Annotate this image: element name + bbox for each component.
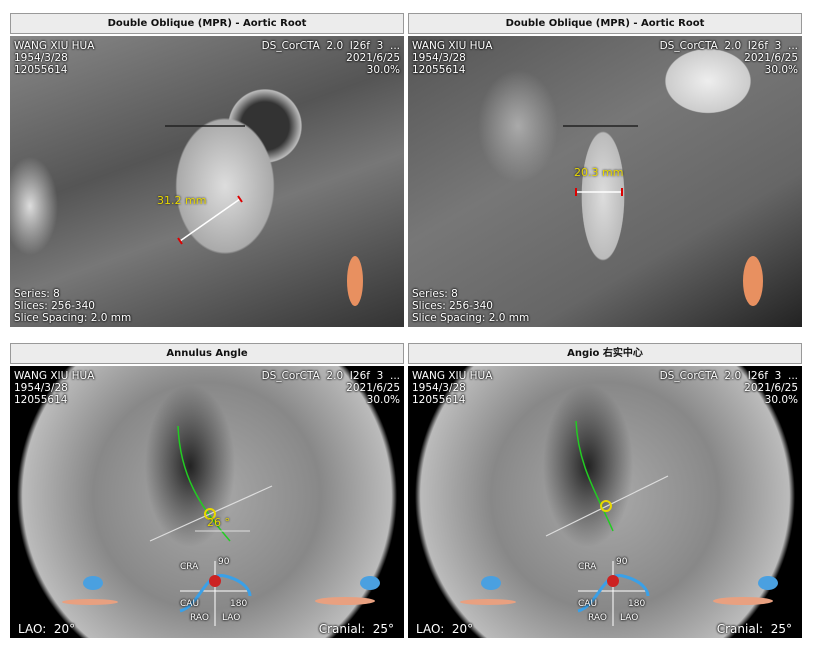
viewport-panel-4[interactable]: Angio 右实中心 CRA 90 180 CAU RAO LAO LAO: 2… xyxy=(408,343,802,638)
viewport-panel-1[interactable]: Double Oblique (MPR) - Aortic Root 31.2 … xyxy=(10,13,404,327)
patient-id: 12055614 xyxy=(412,394,466,406)
patient-dob: 1954/3/28 xyxy=(412,382,466,394)
gauge-lao: LAO xyxy=(620,613,639,623)
series-desc: DS_CorCTA 2.0 I26f 3 ... xyxy=(261,40,400,52)
angle-gauge xyxy=(179,561,252,626)
series-desc: DS_CorCTA 2.0 I26f 3 ... xyxy=(659,40,798,52)
cranial-value: 25° xyxy=(372,622,394,636)
slice-spacing: Slice Spacing: 2.0 mm xyxy=(14,312,132,324)
measurement-label: 20.3 mm xyxy=(574,166,624,179)
zoom-level: 30.0% xyxy=(366,64,400,76)
measurement-label: 31.2 mm xyxy=(157,194,207,207)
panel-title: Double Oblique (MPR) - Aortic Root xyxy=(10,13,404,34)
zoom-level: 30.0% xyxy=(764,64,798,76)
cranial-label: Cranial: xyxy=(318,622,366,636)
series-number: Series: 8 xyxy=(14,288,60,300)
lao-label: LAO: xyxy=(416,622,445,636)
viewport-panel-2[interactable]: Double Oblique (MPR) - Aortic Root 20.3 … xyxy=(408,13,802,327)
patient-id: 12055614 xyxy=(412,64,466,76)
study-date: 2021/6/25 xyxy=(346,52,400,64)
cranial-value: 25° xyxy=(770,622,792,636)
panel-title: Annulus Angle xyxy=(10,343,404,364)
panel-title: Double Oblique (MPR) - Aortic Root xyxy=(408,13,802,34)
patient-name: WANG XIU HUA xyxy=(412,40,493,52)
gauge-cau: CAU xyxy=(578,599,598,609)
gauge-90: 90 xyxy=(218,557,230,567)
series-number: Series: 8 xyxy=(412,288,458,300)
patient-dob: 1954/3/28 xyxy=(14,52,68,64)
slice-range: Slices: 256-340 xyxy=(14,300,95,312)
mpr-image[interactable]: 31.2 mm WANG XIU HUA 1954/3/28 12055614 DS… xyxy=(10,36,404,327)
angle-label: 26 ° xyxy=(207,516,230,529)
study-date: 2021/6/25 xyxy=(744,52,798,64)
angle-gauge xyxy=(577,561,650,626)
patient-id: 12055614 xyxy=(14,394,68,406)
slice-spacing: Slice Spacing: 2.0 mm xyxy=(412,312,530,324)
panel-title: Angio 右实中心 xyxy=(408,343,802,364)
lao-value: 20° xyxy=(53,622,76,636)
lao-label: LAO: xyxy=(18,622,47,636)
mpr-image[interactable]: 20.3 mm WANG XIU HUA 1954/3/28 12055614 DS… xyxy=(408,36,802,327)
patient-dob: 1954/3/28 xyxy=(14,382,68,394)
patient-name: WANG XIU HUA xyxy=(14,370,95,382)
gauge-rao: RAO xyxy=(190,613,209,623)
gauge-180: 180 xyxy=(628,599,646,609)
study-date: 2021/6/25 xyxy=(744,382,798,394)
angio-image[interactable]: CRA 90 180 CAU RAO LAO LAO: 20° Cranial:… xyxy=(408,366,802,638)
slice-range: Slices: 256-340 xyxy=(412,300,493,312)
patient-dob: 1954/3/28 xyxy=(412,52,466,64)
series-desc: DS_CorCTA 2.0 I26f 3 ... xyxy=(261,370,400,382)
gauge-90: 90 xyxy=(616,557,628,567)
viewport-panel-3[interactable]: Annulus Angle 26 ° CRA 90 180 CAU RAO LA… xyxy=(10,343,404,638)
cranial-label: Cranial: xyxy=(716,622,764,636)
study-date: 2021/6/25 xyxy=(346,382,400,394)
patient-name: WANG XIU HUA xyxy=(412,370,493,382)
gauge-cau: CAU xyxy=(180,599,200,609)
patient-orientation-figure xyxy=(743,256,763,306)
gauge-cra: CRA xyxy=(578,562,597,572)
patient-orientation-figure xyxy=(347,256,363,306)
gauge-rao: RAO xyxy=(588,613,607,623)
zoom-level: 30.0% xyxy=(366,394,400,406)
gauge-cra: CRA xyxy=(180,562,199,572)
series-desc: DS_CorCTA 2.0 I26f 3 ... xyxy=(659,370,798,382)
patient-name: WANG XIU HUA xyxy=(14,40,95,52)
zoom-level: 30.0% xyxy=(764,394,798,406)
lao-value: 20° xyxy=(451,622,474,636)
angio-image[interactable]: 26 ° CRA 90 180 CAU RAO LAO LAO: 20° Cra… xyxy=(10,366,404,638)
gauge-lao: LAO xyxy=(222,613,241,623)
patient-id: 12055614 xyxy=(14,64,68,76)
gauge-180: 180 xyxy=(230,599,248,609)
